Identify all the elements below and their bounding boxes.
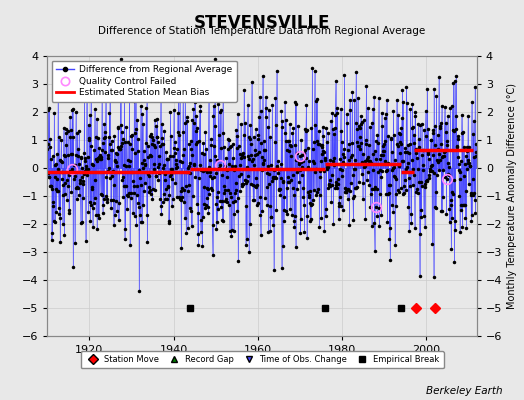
Text: Difference of Station Temperature Data from Regional Average: Difference of Station Temperature Data f… [99,26,425,36]
Text: STEVENSVILLE: STEVENSVILLE [194,14,330,32]
Legend: Station Move, Record Gap, Time of Obs. Change, Empirical Break: Station Move, Record Gap, Time of Obs. C… [81,351,443,368]
Text: Berkeley Earth: Berkeley Earth [427,386,503,396]
Y-axis label: Monthly Temperature Anomaly Difference (°C): Monthly Temperature Anomaly Difference (… [507,83,517,309]
